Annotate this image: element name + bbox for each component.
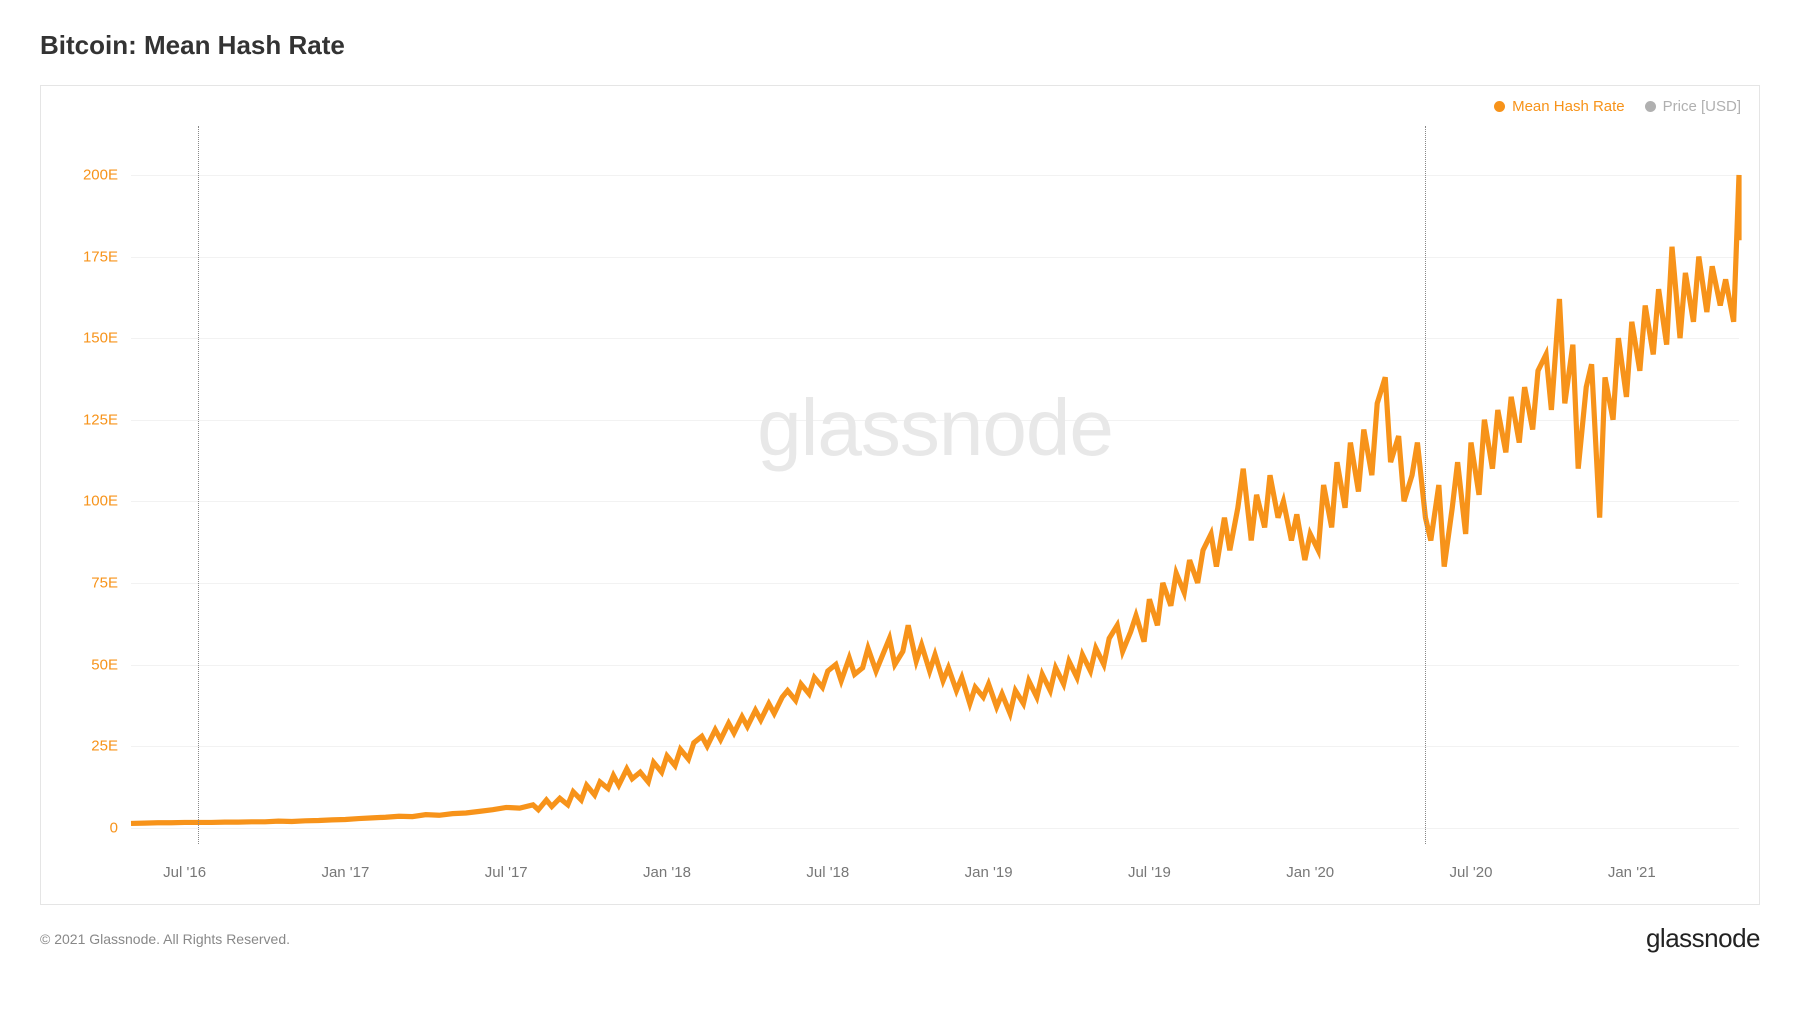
- y-tick-label: 75E: [91, 574, 118, 591]
- x-tick-label: Jan '21: [1608, 864, 1656, 881]
- y-axis: 0 25E 50E 75E 100E 125E 150E 175E 200E: [41, 126, 126, 844]
- plot-area: glassnode: [131, 126, 1739, 844]
- y-tick-label: 175E: [83, 248, 118, 265]
- legend-dot-hashrate: [1494, 101, 1505, 112]
- x-tick-label: Jul '20: [1450, 864, 1493, 881]
- legend: Mean Hash Rate Price [USD]: [1494, 98, 1741, 115]
- data-line-svg: [131, 126, 1739, 844]
- legend-label-price: Price [USD]: [1663, 98, 1741, 115]
- x-tick-label: Jul '16: [163, 864, 206, 881]
- chart-title: Bitcoin: Mean Hash Rate: [40, 30, 1760, 61]
- legend-label-hashrate: Mean Hash Rate: [1512, 98, 1625, 115]
- y-tick-label: 100E: [83, 493, 118, 510]
- x-axis: Jul '16 Jan '17 Jul '17 Jan '18 Jul '18 Jan '…: [131, 849, 1739, 904]
- legend-item-hashrate[interactable]: Mean Hash Rate: [1494, 98, 1625, 115]
- copyright-text: © 2021 Glassnode. All Rights Reserved.: [40, 931, 290, 947]
- footer: © 2021 Glassnode. All Rights Reserved. g…: [40, 923, 1760, 954]
- y-tick-label: 25E: [91, 738, 118, 755]
- brand-logo: glassnode: [1646, 923, 1760, 954]
- y-tick-label: 0: [110, 819, 118, 836]
- legend-dot-price: [1645, 101, 1656, 112]
- vertical-marker: [1425, 126, 1426, 844]
- x-tick-label: Jul '17: [485, 864, 528, 881]
- x-tick-label: Jan '19: [965, 864, 1013, 881]
- vertical-marker: [198, 126, 199, 844]
- x-tick-label: Jan '17: [321, 864, 369, 881]
- y-tick-label: 125E: [83, 411, 118, 428]
- hashrate-line: [131, 175, 1739, 823]
- legend-item-price[interactable]: Price [USD]: [1645, 98, 1741, 115]
- x-tick-label: Jul '18: [806, 864, 849, 881]
- x-tick-label: Jul '19: [1128, 864, 1171, 881]
- y-tick-label: 200E: [83, 166, 118, 183]
- x-tick-label: Jan '20: [1286, 864, 1334, 881]
- chart-container: Mean Hash Rate Price [USD] 0 25E 50E 75E 100…: [40, 85, 1760, 905]
- x-tick-label: Jan '18: [643, 864, 691, 881]
- y-tick-label: 150E: [83, 330, 118, 347]
- y-tick-label: 50E: [91, 656, 118, 673]
